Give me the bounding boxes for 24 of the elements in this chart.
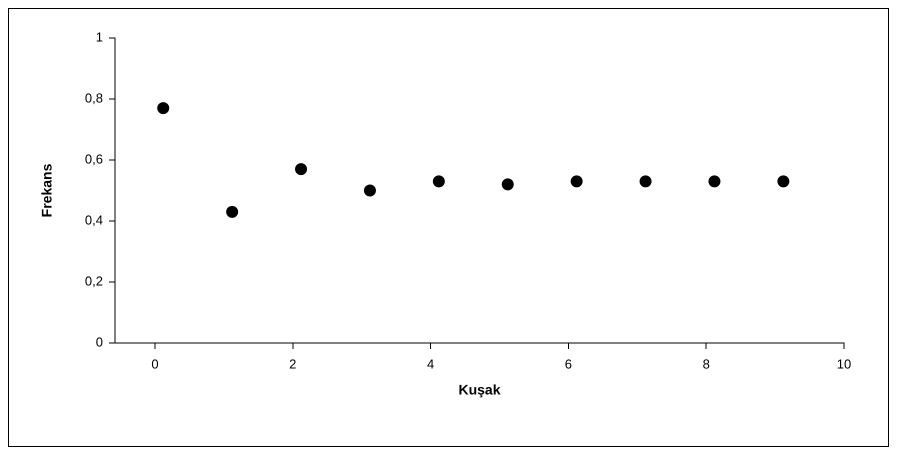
point xyxy=(640,175,652,188)
y-tick-label: 0,6 xyxy=(84,152,103,167)
x-tick-label: 2 xyxy=(289,356,296,372)
x-axis-title: Kuşak xyxy=(458,381,501,398)
x-tick-label: 4 xyxy=(426,356,434,372)
point xyxy=(502,178,514,190)
y-tick-label: 1 xyxy=(96,30,103,45)
point xyxy=(157,102,170,114)
x-tick-label: 6 xyxy=(564,356,572,372)
x-tick-label: 0 xyxy=(151,356,159,372)
y-tick-label: 0,4 xyxy=(84,212,103,228)
point xyxy=(432,175,445,188)
y-tick-label: 0,2 xyxy=(84,274,103,289)
point xyxy=(777,175,790,188)
point xyxy=(570,175,583,188)
point xyxy=(295,163,308,176)
point xyxy=(226,206,238,218)
point xyxy=(708,175,720,188)
x-tick-label: 10 xyxy=(836,356,852,372)
y-axis-title: Frekans xyxy=(38,163,54,218)
y-tick-label: 0 xyxy=(96,334,103,350)
y-tick-label: 0,8 xyxy=(84,90,103,106)
x-tick-label: 8 xyxy=(702,356,710,372)
point xyxy=(364,184,376,196)
